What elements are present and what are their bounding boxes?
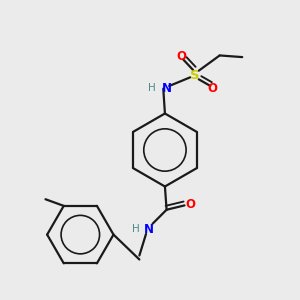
Text: S: S: [190, 69, 200, 82]
Text: H: H: [148, 83, 155, 93]
Text: O: O: [207, 82, 217, 95]
Text: N: N: [162, 82, 172, 95]
Text: O: O: [185, 198, 196, 211]
Text: N: N: [144, 223, 154, 236]
Text: H: H: [132, 224, 140, 234]
Text: O: O: [176, 50, 187, 63]
